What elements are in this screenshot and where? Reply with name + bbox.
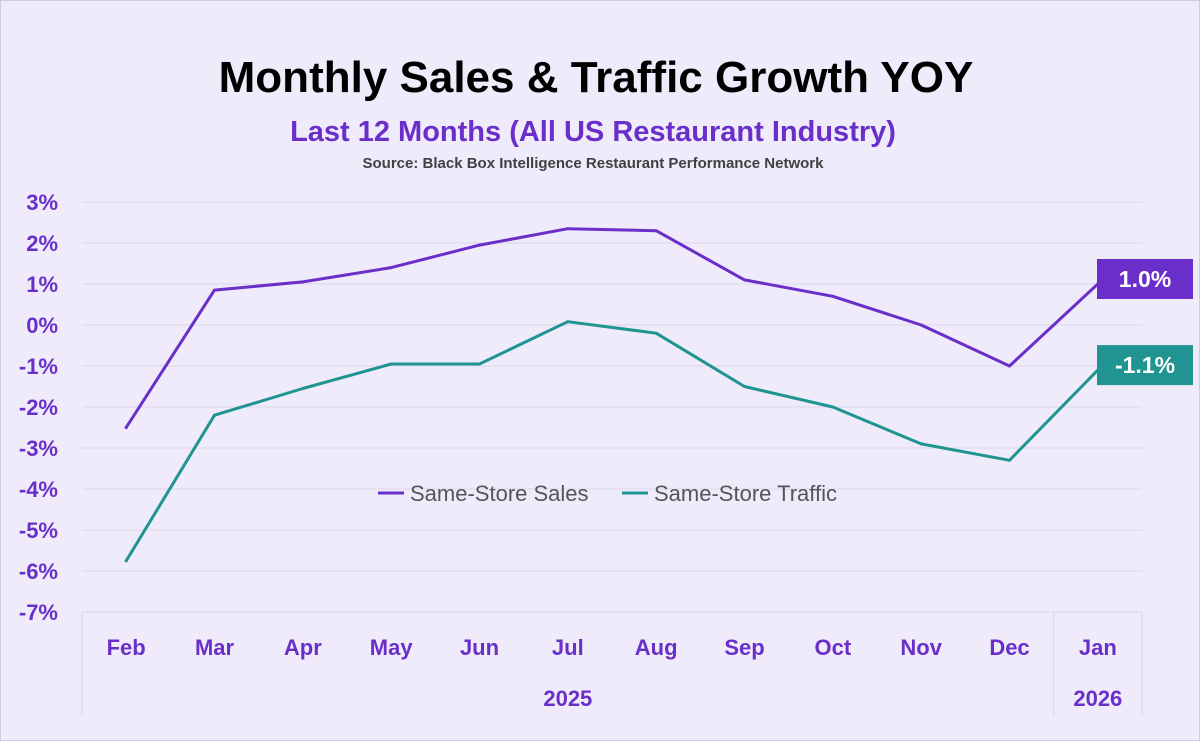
data-point (831, 294, 835, 298)
data-point (301, 280, 305, 284)
legend-label-traffic: Same-Store Traffic (654, 481, 837, 506)
x-tick-label: Mar (195, 635, 235, 660)
x-tick-label: Apr (284, 635, 322, 660)
data-point (301, 387, 305, 391)
end-label-box-sales (1097, 259, 1193, 299)
x-tick-label: Nov (900, 635, 942, 660)
data-point (213, 288, 216, 292)
data-point (389, 266, 393, 270)
data-point (743, 385, 746, 388)
gridlines (82, 201, 1142, 613)
series-line-sales (124, 227, 1100, 429)
end-label-traffic: -1.1% (1115, 352, 1175, 378)
x-tick-label: Sep (724, 635, 764, 660)
x-tick-label: Jun (460, 635, 499, 660)
legend-label-sales: Same-Store Sales (410, 481, 589, 506)
data-point (654, 229, 658, 233)
year-group-label: 2025 (543, 686, 592, 711)
x-axis: Feb Mar Apr May Jun Jul Aug Sep Oct Nov Dec Jan 2025… (81, 611, 1143, 716)
data-point (124, 559, 128, 563)
data-point (124, 426, 128, 429)
year-group-label: 2026 (1073, 686, 1122, 711)
data-point (654, 331, 658, 335)
chart-source: Source: Black Box Intelligence Restauran… (363, 155, 825, 172)
data-point (478, 362, 481, 366)
data-point (831, 405, 835, 409)
series-lines (124, 227, 1100, 563)
series-line-traffic (124, 320, 1100, 563)
chart-subtitle: Last 12 Months (All US Restaurant Indust… (290, 116, 896, 148)
x-tick-label: Dec (989, 635, 1029, 660)
y-tick-label: 3% (26, 190, 58, 215)
x-tick-label: Oct (814, 635, 851, 660)
y-tick-label: -2% (19, 395, 58, 420)
y-tick-label: 0% (26, 313, 58, 338)
x-tick-label: May (370, 635, 414, 660)
data-point (1008, 458, 1011, 462)
x-tick-label: Jul (552, 635, 584, 660)
y-tick-label: -6% (19, 559, 58, 584)
y-axis-ticks: 3% 2% 1% 0% -1% -2% -3% -4% -5% -6% -7% (19, 190, 58, 625)
end-label-box-traffic (1097, 345, 1193, 386)
x-tick-label: Jan (1079, 635, 1117, 660)
legend: Same-Store Sales Same-Store Traffic (378, 481, 837, 506)
y-tick-label: 2% (26, 231, 58, 256)
data-point (919, 323, 923, 327)
y-tick-label: -5% (19, 518, 58, 543)
data-point (566, 227, 570, 231)
data-point (566, 320, 570, 324)
y-tick-label: -1% (19, 354, 58, 379)
data-point (213, 413, 216, 417)
data-point (1008, 364, 1011, 368)
x-tick-label: Feb (107, 635, 146, 660)
data-point (919, 442, 923, 446)
y-tick-label: -7% (19, 600, 58, 625)
data-point (743, 278, 746, 282)
chart-title: Monthly Sales & Traffic Growth YOY (219, 53, 974, 102)
data-point (389, 362, 393, 366)
end-labels: 1.0% -1.1% (1097, 259, 1193, 386)
y-tick-label: -3% (19, 436, 58, 461)
y-tick-label: 1% (26, 272, 58, 297)
end-label-sales: 1.0% (1119, 266, 1171, 292)
y-tick-label: -4% (19, 477, 58, 502)
data-point (478, 243, 481, 247)
x-tick-label: Aug (635, 635, 678, 660)
